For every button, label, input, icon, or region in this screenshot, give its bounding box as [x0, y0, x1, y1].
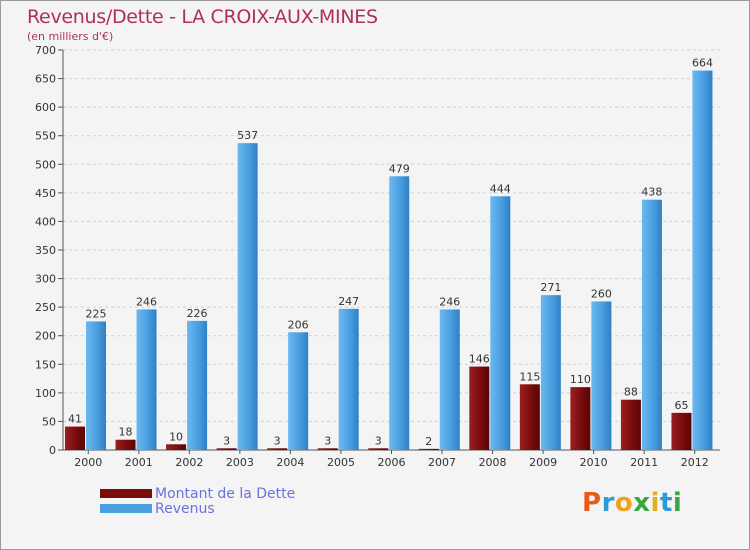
- bar-revenus: [389, 176, 410, 451]
- chart-title: Revenus/Dette - LA CROIX-AUX-MINES: [27, 6, 378, 28]
- bar-revenus: [692, 70, 713, 451]
- logo-letter: o: [614, 488, 634, 518]
- bar-revenus: [86, 321, 106, 450]
- x-tick-label: 2004: [276, 456, 304, 469]
- y-tick-label: 600: [35, 101, 56, 114]
- y-tick-label: 200: [35, 330, 56, 343]
- data-label-debt: 18: [119, 426, 133, 439]
- data-label-revenus: 479: [389, 162, 410, 175]
- data-label-revenus: 247: [338, 295, 359, 308]
- bar-debt: [620, 399, 641, 450]
- y-tick-label: 150: [35, 358, 56, 371]
- legend-swatch-revenus: [100, 504, 152, 513]
- bar-revenus: [136, 309, 157, 450]
- data-label-debt: 3: [223, 434, 230, 447]
- legend-swatch-debt: [100, 489, 152, 498]
- data-label-revenus: 444: [490, 182, 511, 195]
- x-tick-label: 2009: [529, 456, 557, 469]
- bar-debt: [671, 412, 692, 450]
- bar-revenus: [490, 196, 511, 450]
- y-tick-label: 300: [35, 273, 56, 286]
- data-label-debt: 3: [274, 434, 281, 447]
- bar-debt: [216, 448, 237, 450]
- x-tick-label: 2008: [479, 456, 507, 469]
- data-label-debt: 146: [469, 353, 490, 366]
- y-tick-label: 700: [35, 44, 56, 57]
- data-label-revenus: 271: [540, 281, 561, 294]
- bar-debt: [267, 448, 288, 450]
- x-tick-label: 2003: [226, 456, 254, 469]
- data-label-debt: 115: [519, 370, 540, 383]
- data-label-revenus: 537: [237, 129, 258, 142]
- y-tick-label: 250: [35, 301, 56, 314]
- data-label-debt: 3: [375, 434, 382, 447]
- data-label-revenus: 260: [591, 287, 612, 300]
- x-tick-label: 2000: [74, 456, 102, 469]
- x-tick-label: 2005: [327, 456, 355, 469]
- data-label-revenus: 438: [641, 186, 662, 199]
- data-label-revenus: 225: [86, 307, 107, 320]
- y-tick-label: 350: [35, 244, 56, 257]
- y-tick-label: 450: [35, 187, 56, 200]
- bar-debt: [115, 439, 136, 450]
- logo-letter: r: [601, 488, 615, 518]
- data-label-revenus: 246: [439, 295, 460, 308]
- data-label-debt: 2: [425, 435, 432, 448]
- logo-letter: i: [672, 488, 683, 518]
- bar-revenus: [338, 308, 359, 450]
- legend-label-revenus: Revenus: [155, 501, 215, 517]
- x-tick-label: 2012: [681, 456, 709, 469]
- y-tick-label: 400: [35, 215, 56, 228]
- y-tick-label: 100: [35, 387, 56, 400]
- data-label-debt: 41: [68, 413, 82, 426]
- bar-debt: [418, 448, 439, 450]
- bar-revenus: [288, 332, 309, 450]
- x-tick-label: 2011: [630, 456, 658, 469]
- data-label-revenus: 246: [136, 295, 157, 308]
- legend-label-debt: Montant de la Dette: [155, 486, 296, 502]
- bar-revenus: [439, 309, 460, 450]
- data-label-debt: 10: [169, 430, 183, 443]
- y-tick-label: 0: [49, 444, 56, 457]
- data-label-debt: 110: [570, 373, 591, 386]
- data-label-revenus: 664: [692, 57, 713, 70]
- chart-subtitle: (en milliers d'€): [27, 30, 114, 43]
- x-tick-label: 2007: [428, 456, 456, 469]
- bar-debt: [368, 448, 389, 450]
- bar-debt: [166, 444, 187, 450]
- bar-debt: [570, 387, 591, 450]
- data-label-revenus: 206: [288, 318, 309, 331]
- logo-letter: P: [582, 488, 602, 518]
- bar-debt: [469, 366, 490, 450]
- y-tick-label: 550: [35, 130, 56, 143]
- x-tick-label: 2002: [175, 456, 203, 469]
- y-tick-label: 500: [35, 158, 56, 171]
- y-tick-label: 650: [35, 73, 56, 86]
- bar-revenus: [641, 199, 662, 450]
- data-label-revenus: 226: [187, 307, 208, 320]
- bar-debt: [519, 384, 540, 450]
- data-label-debt: 65: [674, 399, 688, 412]
- bar-revenus: [187, 320, 208, 450]
- data-label-debt: 3: [324, 434, 331, 447]
- proxiti-logo: Proxiti: [582, 488, 682, 518]
- data-label-debt: 88: [624, 386, 638, 399]
- logo-letter: x: [633, 488, 651, 518]
- bar-revenus: [237, 143, 258, 450]
- bar-debt: [65, 426, 85, 450]
- bar-revenus: [591, 301, 612, 450]
- x-tick-label: 2001: [125, 456, 153, 469]
- x-tick-label: 2006: [378, 456, 406, 469]
- x-tick-label: 2010: [580, 456, 608, 469]
- bar-revenus: [540, 295, 561, 450]
- logo-letter: i: [650, 488, 660, 518]
- bar-debt: [317, 448, 338, 450]
- logo-letter: t: [659, 488, 673, 518]
- y-tick-label: 50: [42, 415, 56, 428]
